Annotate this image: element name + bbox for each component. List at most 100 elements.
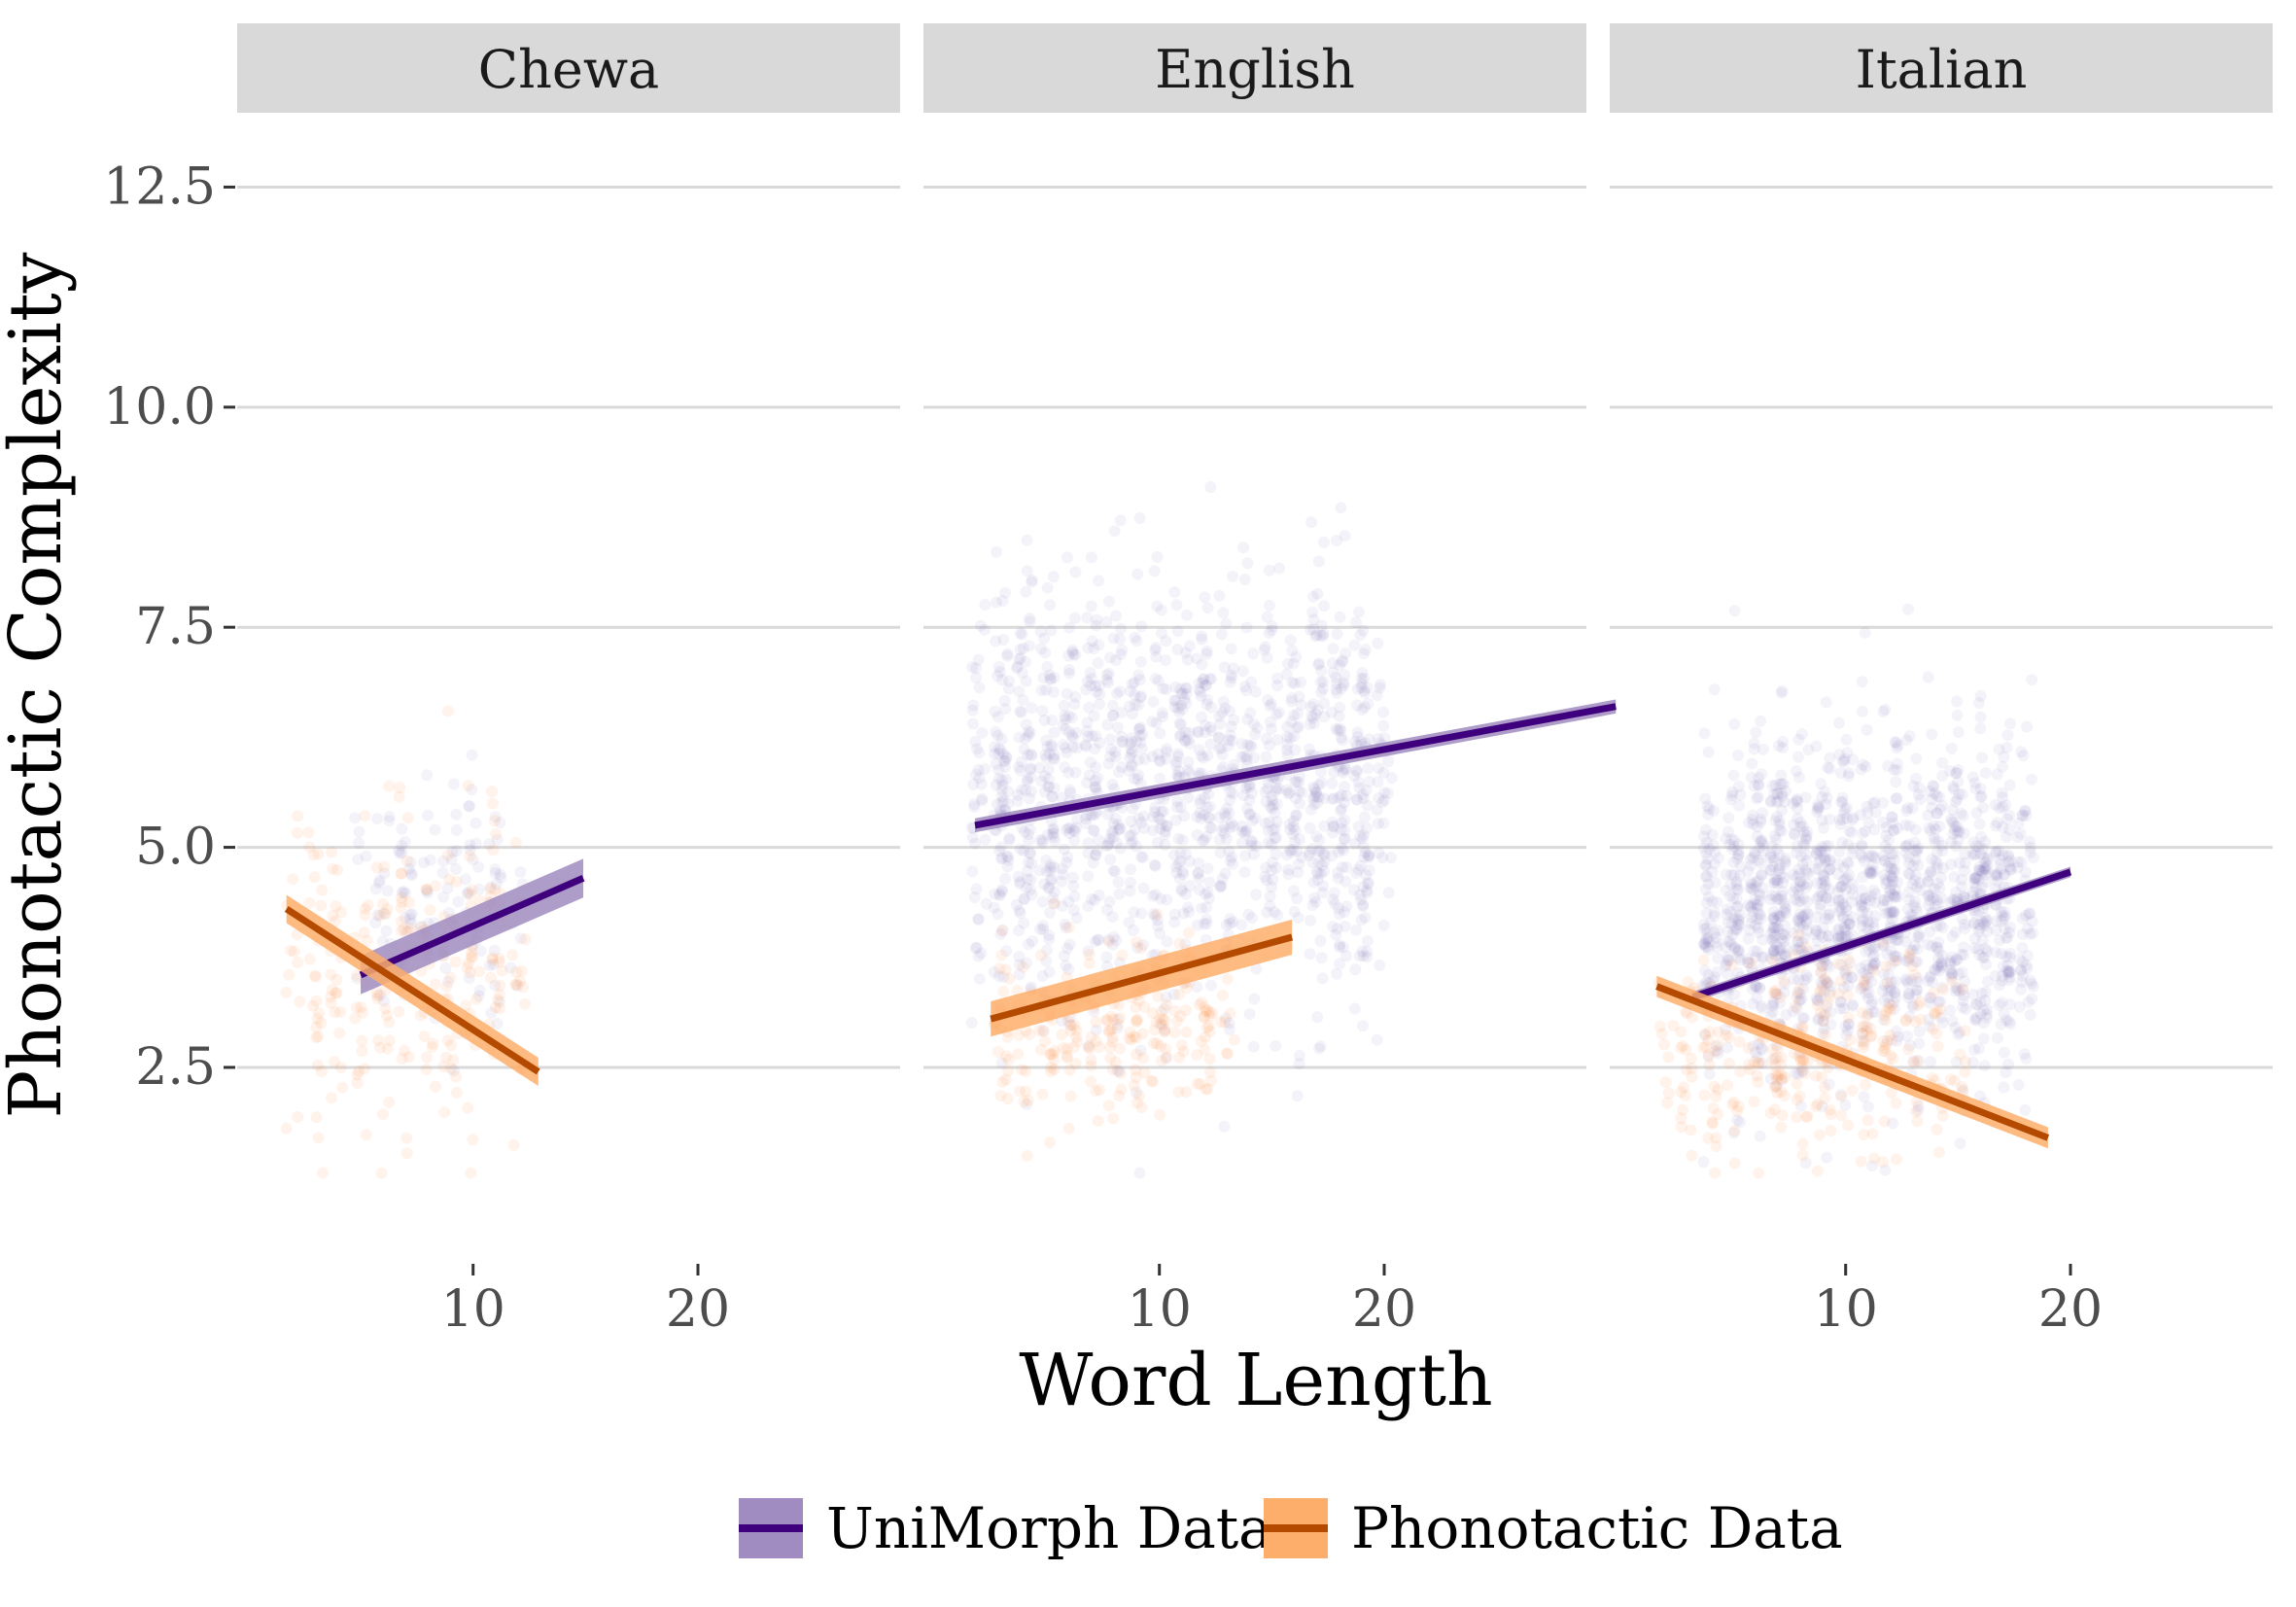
data-point	[1261, 874, 1273, 887]
data-point	[1336, 842, 1348, 855]
data-point	[393, 845, 405, 857]
data-point	[1048, 886, 1061, 898]
data-point	[1235, 738, 1248, 751]
data-point	[1866, 996, 1879, 1008]
data-point	[1973, 818, 1986, 830]
data-point	[1002, 797, 1015, 810]
data-point	[1361, 799, 1374, 812]
data-point	[1131, 1014, 1142, 1027]
data-point	[1976, 866, 1989, 879]
data-point	[1223, 705, 1235, 717]
data-point	[1859, 973, 1871, 986]
data-point	[1100, 674, 1113, 686]
data-point	[394, 782, 406, 794]
data-point	[1243, 1008, 1256, 1020]
data-point	[1989, 946, 2001, 959]
data-point	[1789, 893, 1801, 906]
data-point	[1900, 975, 1913, 988]
data-point	[1981, 1012, 1994, 1025]
data-point	[1957, 995, 1969, 1007]
data-point	[1857, 981, 1869, 994]
data-point	[1064, 821, 1076, 834]
data-point	[1085, 892, 1097, 905]
data-point	[999, 703, 1012, 716]
data-point	[1882, 984, 1895, 996]
data-point	[1082, 870, 1095, 883]
data-point	[1675, 1112, 1687, 1125]
data-point	[1970, 997, 1983, 1010]
data-point	[1711, 965, 1723, 978]
data-point	[1133, 674, 1146, 686]
data-point	[1303, 743, 1315, 755]
data-point	[1203, 876, 1216, 889]
data-point	[1855, 900, 1867, 913]
data-point	[1792, 1067, 1804, 1080]
data-point	[1846, 999, 1859, 1012]
data-point	[1160, 991, 1172, 1003]
data-point	[2002, 856, 2015, 868]
data-point	[440, 1051, 453, 1064]
data-point	[1003, 832, 1016, 845]
data-point	[1924, 971, 1935, 984]
data-point	[1266, 881, 1278, 893]
data-point	[1328, 821, 1340, 833]
data-point	[1056, 875, 1068, 888]
data-point	[1900, 1030, 1913, 1042]
data-point	[1172, 832, 1185, 845]
data-point	[1842, 1119, 1855, 1132]
data-point	[1779, 929, 1792, 942]
data-point	[1374, 681, 1386, 694]
data-point	[1823, 883, 1835, 895]
data-point	[1312, 779, 1325, 791]
data-point	[1753, 1037, 1765, 1050]
data-point	[1698, 938, 1711, 951]
data-point	[1817, 874, 1829, 887]
data-point	[996, 674, 1009, 686]
data-point	[1732, 952, 1745, 964]
data-point	[968, 798, 981, 811]
data-point	[1214, 717, 1227, 730]
data-point	[1902, 867, 1915, 880]
data-point	[1313, 790, 1326, 803]
data-point	[2003, 809, 2016, 821]
data-point	[1070, 1024, 1083, 1036]
data-point	[1913, 931, 1926, 943]
data-point	[1241, 780, 1254, 791]
data-point	[1204, 1075, 1217, 1087]
data-point	[1994, 802, 2005, 815]
data-point	[993, 888, 1006, 900]
data-point	[362, 899, 374, 912]
data-point	[1363, 864, 1375, 877]
data-point	[1205, 821, 1218, 834]
data-point	[1100, 1013, 1113, 1026]
data-point	[1335, 823, 1347, 835]
data-point	[1105, 1023, 1118, 1035]
data-point	[1021, 775, 1033, 787]
data-point	[1107, 709, 1120, 721]
data-point	[1362, 878, 1374, 891]
data-point	[1814, 845, 1826, 857]
data-point	[1063, 1064, 1076, 1076]
data-point	[1677, 1039, 1689, 1052]
data-point	[1756, 868, 1768, 881]
data-point	[1376, 852, 1389, 864]
data-point	[1339, 950, 1352, 962]
data-point	[1836, 893, 1849, 906]
data-point	[1089, 743, 1101, 755]
data-point	[1769, 779, 1782, 791]
data-point	[1859, 825, 1871, 838]
data-point	[1843, 1018, 1855, 1031]
data-point	[1697, 1156, 1710, 1168]
fit-layer	[284, 699, 2072, 1149]
data-point	[1857, 758, 1869, 771]
data-point	[1081, 724, 1094, 737]
data-point	[1889, 884, 1901, 896]
data-point	[1314, 676, 1327, 688]
data-point	[450, 1070, 463, 1083]
data-point	[1846, 971, 1859, 984]
data-point	[1730, 901, 1743, 914]
data-point	[374, 1041, 386, 1054]
data-point	[437, 855, 449, 867]
data-point	[1946, 967, 1958, 980]
data-point	[1108, 783, 1121, 795]
